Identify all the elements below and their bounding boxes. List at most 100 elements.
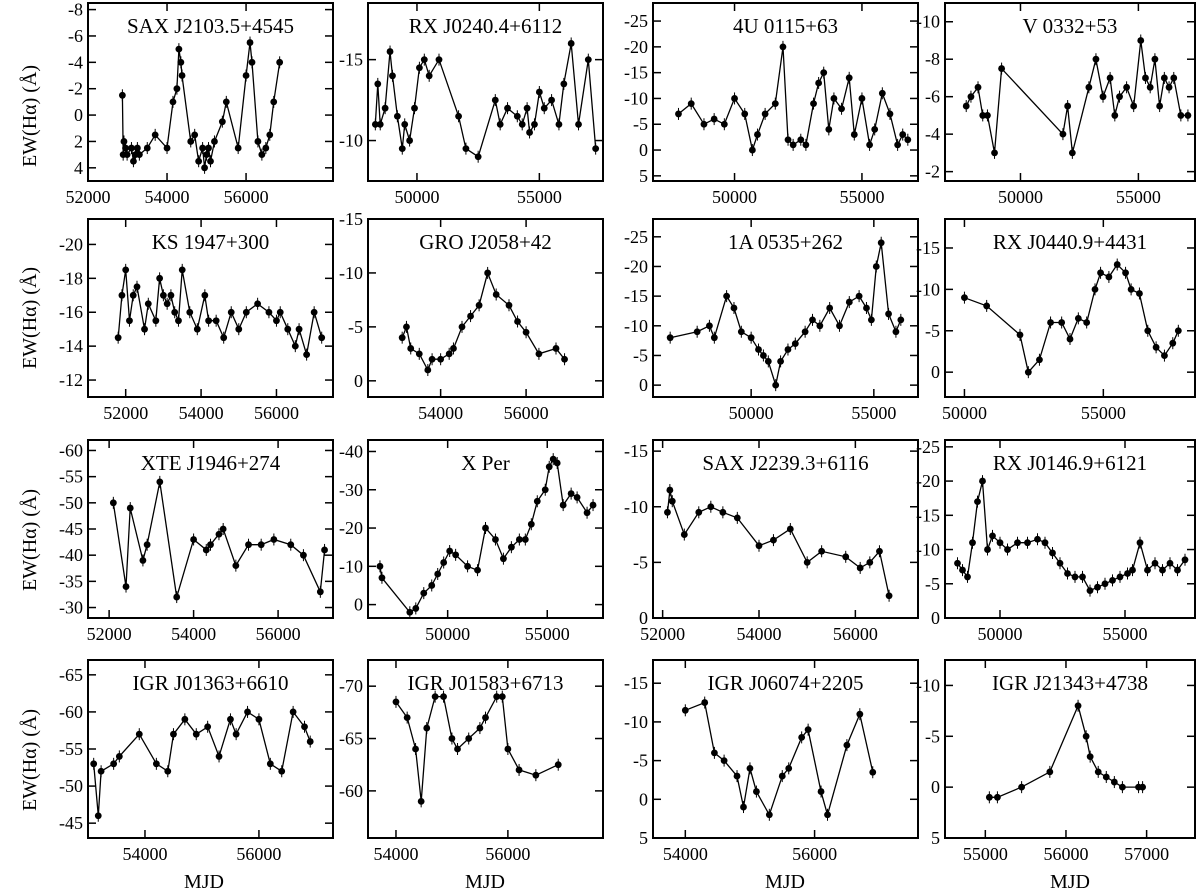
chart-panel: -25 -20 -15 -10 -5 0 5 50000 55000 4U 0115+63 <box>624 2 919 207</box>
x-tick-label: 56000 <box>792 844 837 864</box>
data-point <box>152 760 160 768</box>
y-tick-label: 0 <box>639 140 648 160</box>
x-tick-label: 50000 <box>425 624 470 644</box>
data-point <box>1139 783 1146 791</box>
data-point <box>589 501 597 509</box>
x-axis-label-col4: MJD <box>1050 871 1090 892</box>
data-point <box>428 582 436 589</box>
data-point <box>186 308 194 316</box>
plot-frame <box>652 218 919 398</box>
x-tick-label: 56000 <box>236 844 281 864</box>
data-point <box>133 283 141 291</box>
data-point <box>1058 319 1066 326</box>
y-tick-label: -2 <box>68 79 83 99</box>
data-point <box>199 144 206 152</box>
data-point <box>1014 539 1021 547</box>
data-point <box>173 593 181 601</box>
data-point <box>998 65 1006 72</box>
x-tick-label: 54000 <box>122 844 167 864</box>
y-tick-label: -16 <box>59 302 83 322</box>
plot-frame <box>652 2 919 182</box>
data-point <box>710 334 718 342</box>
data-point <box>90 760 98 768</box>
data-point <box>431 693 439 701</box>
chart-panel: -15 -10 -5 0 54000 56000 GRO J2058+42 <box>339 209 604 423</box>
data-point <box>135 151 143 159</box>
data-point <box>235 325 243 333</box>
data-point <box>695 508 703 516</box>
panel-title: RX J0146.9+6121 <box>993 451 1147 475</box>
data-point <box>815 79 823 87</box>
data-point <box>204 723 212 731</box>
y-tick-label: -50 <box>59 776 83 796</box>
data-point <box>500 555 507 563</box>
data-point <box>760 352 767 359</box>
data-point <box>255 715 263 723</box>
x-tick-label: 50000 <box>712 187 757 207</box>
data-point <box>412 745 419 753</box>
data-point <box>892 328 900 336</box>
data-point <box>1024 368 1032 376</box>
data-point <box>771 100 779 108</box>
panel-title: 4U 0115+63 <box>733 14 838 38</box>
data-point <box>1097 269 1104 277</box>
data-point <box>475 301 483 309</box>
y-tick-label: -8 <box>68 0 83 20</box>
y-tick-label: -2 <box>925 162 940 182</box>
y-tick-label: -10 <box>339 263 363 283</box>
plot-frame <box>367 2 604 182</box>
data-point <box>979 477 986 485</box>
panel-title: RX J0440.9+4431 <box>993 230 1147 254</box>
data-point <box>1113 261 1121 268</box>
chart-panel: -65 -60 -55 -50 -45 54000 56000 IGR J01363+6610 <box>59 659 334 864</box>
data-point <box>809 316 816 324</box>
data-point <box>1142 74 1149 82</box>
y-tick-label: -35 <box>59 571 83 591</box>
data-point <box>175 45 183 53</box>
panel-title: SAX J2239.3+6116 <box>702 451 868 475</box>
data-point <box>295 325 303 333</box>
data-point <box>398 334 406 342</box>
data-point <box>287 541 295 549</box>
data-point <box>181 715 189 723</box>
data-point <box>403 714 411 721</box>
data-point <box>265 308 273 316</box>
y-tick-label: -4 <box>925 124 940 144</box>
y-tick-label: -5 <box>348 317 363 337</box>
data-point <box>392 698 400 706</box>
y-tick-label: -65 <box>339 729 363 749</box>
y-tick-label: -25 <box>916 437 940 457</box>
data-point <box>454 745 461 753</box>
y-tick-label: 5 <box>639 828 648 848</box>
data-point <box>97 767 105 775</box>
data-point <box>878 89 886 97</box>
data-point <box>193 325 201 333</box>
data-point <box>262 144 270 152</box>
data-point <box>144 300 152 308</box>
y-tick-label: -30 <box>59 598 83 618</box>
panel-title: GRO J2058+42 <box>419 230 552 254</box>
data-point <box>143 144 151 152</box>
data-point <box>1024 539 1031 547</box>
y-tick-label: -5 <box>925 574 940 594</box>
data-point <box>876 547 883 555</box>
data-point <box>173 85 181 93</box>
series-line <box>379 458 594 614</box>
y-tick-label: -15 <box>624 673 648 693</box>
data-point <box>770 536 777 544</box>
data-point <box>666 486 674 494</box>
data-point <box>141 325 148 333</box>
data-point <box>416 64 423 72</box>
data-point <box>482 524 489 532</box>
data-point <box>567 40 575 47</box>
x-tick-label: 50000 <box>394 187 439 207</box>
x-tick-label: 55000 <box>851 403 896 423</box>
y-tick-label: 2 <box>74 131 83 151</box>
x-tick-label: 56000 <box>504 403 549 423</box>
series-line <box>964 263 1179 374</box>
series-line <box>117 269 323 355</box>
y-tick-label: -25 <box>624 227 648 247</box>
data-point <box>303 351 311 359</box>
data-point <box>1079 573 1086 581</box>
data-point <box>720 757 728 765</box>
